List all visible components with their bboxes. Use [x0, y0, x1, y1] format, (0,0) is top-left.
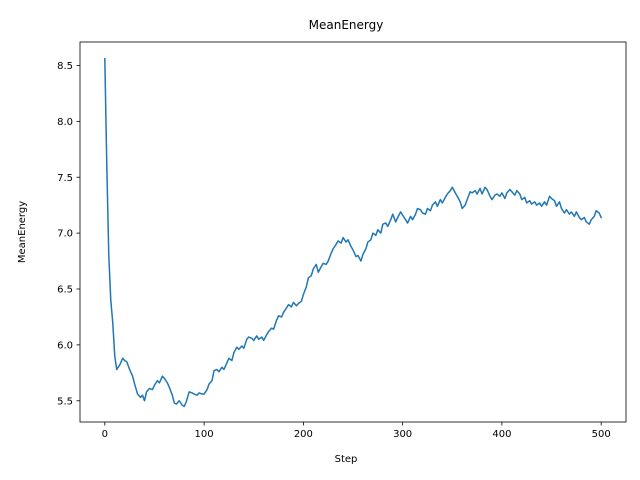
x-tick-label: 200	[294, 429, 313, 440]
x-tick-label: 0	[102, 429, 108, 440]
chart-title: MeanEnergy	[309, 18, 384, 32]
y-tick-label: 7.5	[57, 173, 73, 184]
x-tick-label: 100	[195, 429, 214, 440]
y-axis-ticks: 5.5 6.0 6.5 7.0 7.5 8.0 8.5	[57, 61, 80, 407]
series-line-0	[104, 57, 603, 408]
y-tick-label: 7.0	[57, 229, 73, 240]
x-tick-label: 500	[592, 429, 611, 440]
y-tick-label: 5.5	[57, 396, 73, 407]
y-tick-label: 8.0	[57, 117, 73, 128]
x-axis-ticks: 0 100 200 300 400 500	[102, 422, 611, 440]
x-tick-label: 400	[492, 429, 511, 440]
x-tick-label: 300	[393, 429, 412, 440]
axes-frame	[79, 41, 627, 423]
y-tick-label: 6.5	[57, 285, 73, 296]
x-axis-label: Step	[335, 454, 358, 465]
plot-area	[104, 57, 603, 408]
y-tick-label: 8.5	[57, 61, 73, 72]
y-axis-label: MeanEnergy	[17, 201, 28, 263]
y-tick-label: 6.0	[57, 340, 73, 351]
